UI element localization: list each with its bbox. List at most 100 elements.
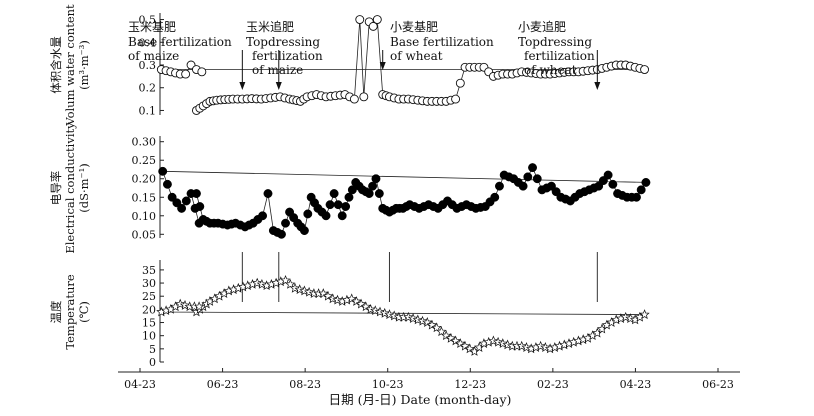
y-tick-label: 0.1 [139, 104, 157, 117]
x-axis-label: 日期 (月-日) Date (month-day) [329, 392, 512, 407]
data-point [445, 332, 457, 343]
data-point [532, 174, 542, 184]
data-point [341, 202, 351, 211]
data-point [280, 274, 291, 285]
y-tick-label: 0.4 [139, 36, 157, 49]
data-point [299, 226, 309, 236]
annotation-cn: 小麦基肥 [390, 20, 438, 34]
data-point [162, 179, 172, 189]
data-point [640, 65, 650, 74]
data-point [263, 189, 273, 199]
data-point [285, 278, 296, 289]
data-point [177, 203, 187, 213]
data-point [488, 335, 499, 346]
data-point [329, 189, 339, 199]
data-point [294, 284, 305, 295]
data-point [632, 192, 641, 202]
annotation-en: fertilization [524, 49, 595, 63]
series-points [158, 163, 651, 239]
x-tick-label: 04-23 [124, 378, 156, 391]
data-point [194, 218, 204, 228]
y-tick-label: 20 [142, 303, 156, 316]
data-point [603, 170, 613, 180]
annotation-cn: 玉米基肥 [128, 20, 176, 34]
data-point [450, 335, 461, 346]
annotation-arrowhead [594, 82, 601, 90]
series-points [156, 274, 650, 356]
data-point [359, 92, 369, 102]
data-point [389, 310, 400, 321]
data-point [371, 174, 381, 184]
y-tick-label: 0.15 [132, 191, 157, 204]
data-point [181, 69, 191, 79]
data-point [325, 200, 335, 210]
data-point [641, 177, 651, 187]
data-point [186, 189, 196, 199]
y-tick-label: 0.30 [132, 136, 157, 149]
data-point [175, 298, 186, 309]
annotation-cn: 玉米追肥 [246, 19, 294, 34]
annotation-arrowhead [379, 62, 386, 70]
data-point [464, 343, 475, 354]
y-tick-label: 0.20 [132, 173, 157, 186]
data-point [455, 78, 465, 88]
annotation-en: of wheat [390, 49, 443, 63]
data-point [368, 181, 378, 191]
data-point [639, 309, 650, 320]
x-tick-label: 08-23 [289, 378, 321, 391]
y-axis-label-en: Temperature [63, 274, 77, 350]
x-tick-label: 12-23 [454, 378, 486, 391]
annotation-arrowhead [275, 82, 282, 90]
data-point [528, 163, 537, 173]
annotation-cn: 小麦追肥 [518, 19, 566, 34]
y-tick-label: 0.3 [139, 59, 157, 72]
data-point [523, 172, 533, 182]
x-tick-label: 06-23 [207, 378, 239, 391]
annotation-en: fertilization [252, 49, 323, 63]
data-point [190, 203, 200, 213]
data-point [281, 218, 290, 228]
annotation-en: of maize [128, 49, 179, 63]
data-point [181, 196, 191, 206]
data-point [197, 67, 207, 77]
data-point [351, 296, 362, 306]
y-tick-label: 30 [142, 277, 156, 290]
data-point [194, 301, 205, 312]
annotation-en: of wheat [524, 63, 577, 77]
y-axis-unit: (dS·m⁻¹) [77, 163, 91, 212]
y-tick-label: 25 [142, 290, 156, 303]
data-point [459, 340, 471, 351]
panel-2: 0.05 0.10 0.15 0.20 0.25 0.30 电导率 Electrical co… [49, 122, 651, 254]
y-tick-label: 0.10 [132, 210, 157, 223]
data-point [518, 181, 528, 191]
annotation-en: Base fertilization [128, 35, 232, 49]
data-point [252, 277, 263, 288]
x-tick-label: 10-23 [372, 378, 404, 391]
y-axis-label-en: Electrical conductivity [63, 122, 77, 254]
data-point [333, 200, 343, 210]
data-point [158, 166, 168, 176]
data-point [636, 185, 646, 195]
data-point [322, 290, 334, 301]
y-axis-label-cn: 温度 [49, 300, 63, 323]
data-point [347, 185, 357, 195]
y-axis-label-en: Volum water content [63, 4, 77, 127]
data-point [374, 189, 384, 199]
y-axis-label-cn: 电导率 [49, 171, 63, 206]
y-axis-unit: (℃) [77, 301, 91, 323]
y-axis-label-cn: 体积含水量 [49, 36, 63, 94]
data-point [344, 192, 354, 202]
data-point [277, 229, 286, 239]
data-point [349, 94, 359, 104]
data-point [321, 211, 331, 221]
x-tick-label: 04-23 [620, 378, 652, 391]
data-point [497, 338, 508, 348]
y-tick-label: 0.05 [132, 228, 157, 241]
data-point [608, 179, 618, 189]
